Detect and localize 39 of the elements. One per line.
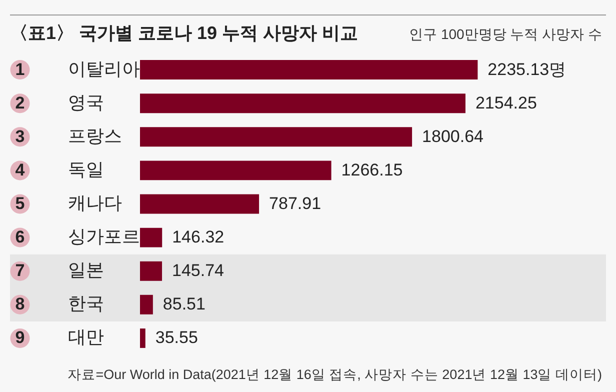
- y-tick-label: 대만: [68, 327, 104, 348]
- text: 7: [15, 261, 25, 280]
- text: 자료=Our World in Data(2021년 12월 16일 접속, 사망자 수는 2021년 12월 13일 데이터): [68, 367, 602, 382]
- y-tick-label: 독일: [68, 159, 104, 180]
- data-label: 145.74: [172, 261, 224, 280]
- y-tick-label: 일본: [68, 260, 104, 280]
- data-label: 2235.13명: [488, 60, 566, 79]
- text: 8: [15, 294, 25, 314]
- bar: [140, 261, 162, 281]
- bar: [140, 194, 260, 214]
- data-label: 2154.25: [475, 93, 537, 112]
- bar: [140, 60, 478, 80]
- y-tick-label: 싱가포르: [68, 226, 140, 247]
- bar: [140, 160, 332, 180]
- data-label: 146.32: [172, 228, 224, 247]
- text: 5: [15, 194, 25, 213]
- y-tick-label: 이탈리아: [68, 58, 140, 79]
- y-tick-label: 한국: [68, 294, 104, 314]
- bar: [140, 294, 153, 314]
- text: 4: [15, 160, 26, 180]
- text: 3: [15, 126, 25, 146]
- data-label: 85.51: [162, 294, 206, 314]
- bar: [140, 94, 466, 114]
- text: 1: [15, 60, 25, 79]
- bar: [140, 328, 146, 348]
- y-tick-label: 캐나다: [68, 193, 122, 213]
- data-label: 35.55: [155, 328, 198, 348]
- data-label: 1800.64: [422, 126, 484, 146]
- bar: [140, 228, 162, 248]
- data-label: 787.91: [269, 194, 322, 213]
- chart-title: 〈표1〉 국가별 코로나 19 누적 사망자 비교: [10, 23, 358, 43]
- y-tick-label: 영국: [68, 92, 104, 112]
- data-label: 1266.15: [341, 160, 403, 180]
- text: 6: [15, 228, 25, 247]
- bar: [140, 127, 412, 147]
- y-tick-label: 프랑스: [68, 126, 122, 146]
- text: 9: [15, 328, 25, 348]
- text: 2: [15, 93, 25, 112]
- chart-subtitle: 인구 100만명당 누적 사망자 수: [409, 26, 602, 42]
